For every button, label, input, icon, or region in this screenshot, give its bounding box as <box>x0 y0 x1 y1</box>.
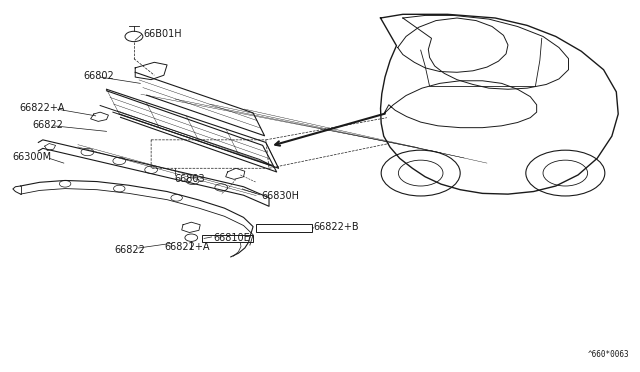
Text: 66810E: 66810E <box>213 233 250 243</box>
Bar <box>202 235 253 242</box>
Text: 66822: 66822 <box>32 120 63 130</box>
Text: 66822+A: 66822+A <box>19 103 65 113</box>
Bar <box>256 224 312 232</box>
Text: 66822: 66822 <box>115 244 146 254</box>
Text: 66802: 66802 <box>83 71 114 81</box>
Text: ^660*0063: ^660*0063 <box>588 350 629 359</box>
Text: 66822+B: 66822+B <box>314 222 359 232</box>
Text: 66B01H: 66B01H <box>143 29 182 39</box>
Text: 66300M: 66300M <box>13 152 52 162</box>
Text: 66822+A: 66822+A <box>164 242 209 252</box>
Text: 66803: 66803 <box>175 174 205 185</box>
Text: 66830H: 66830H <box>261 191 300 201</box>
